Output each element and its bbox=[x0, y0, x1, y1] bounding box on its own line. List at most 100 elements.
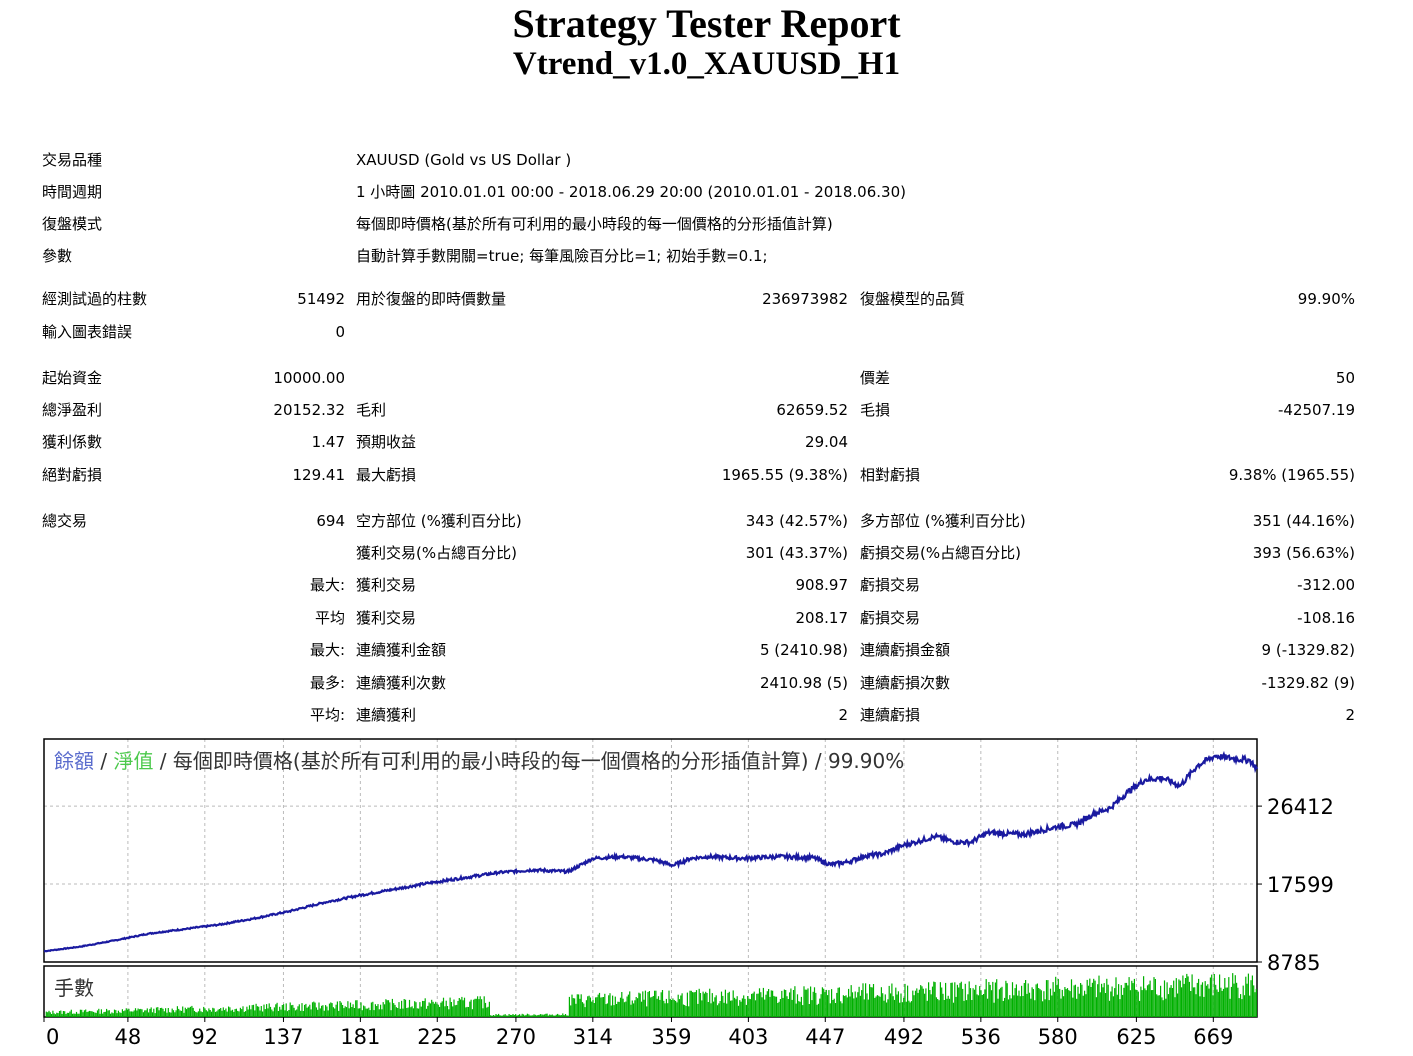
lots-bar bbox=[716, 1005, 719, 1017]
lots-bar bbox=[398, 1002, 400, 1017]
lots-bar bbox=[914, 990, 917, 1017]
lots-bar bbox=[1204, 981, 1206, 1017]
lots-bar bbox=[74, 1013, 76, 1017]
lots-bar bbox=[1076, 998, 1078, 1017]
lots-bar bbox=[477, 996, 479, 1017]
lots-bar bbox=[124, 1010, 126, 1017]
lots-bar bbox=[1200, 984, 1202, 1017]
lots-bar bbox=[247, 1009, 249, 1017]
lots-bar bbox=[888, 985, 890, 1017]
lots-bar bbox=[605, 1004, 607, 1017]
lots-bar bbox=[1191, 974, 1193, 1017]
lots-bar bbox=[280, 1009, 282, 1017]
lots-bar bbox=[1103, 983, 1105, 1017]
lots-bar bbox=[368, 1007, 370, 1017]
lots-bar bbox=[1128, 977, 1130, 1017]
lots-bar bbox=[532, 1015, 534, 1017]
lots-bar bbox=[975, 984, 977, 1017]
lots-bar bbox=[950, 982, 952, 1017]
lots-bar bbox=[1156, 994, 1158, 1017]
lots-bar bbox=[137, 1008, 139, 1017]
lots-bar bbox=[512, 1014, 514, 1017]
lots-bar bbox=[922, 988, 924, 1017]
lots-bar bbox=[1026, 993, 1028, 1017]
lots-bar bbox=[268, 1003, 270, 1017]
lots-bar bbox=[813, 987, 816, 1017]
lots-bar bbox=[366, 1008, 369, 1017]
lots-bar bbox=[910, 1001, 913, 1017]
lots-bar bbox=[256, 1006, 258, 1017]
lots-bar bbox=[1070, 979, 1073, 1017]
lots-bar bbox=[90, 1011, 92, 1017]
lots-bar bbox=[1112, 996, 1114, 1017]
lots-bar bbox=[732, 990, 734, 1017]
lots-bar bbox=[401, 1000, 403, 1017]
lots-bar bbox=[267, 1008, 269, 1017]
lots-bar bbox=[201, 1012, 203, 1017]
lots-bar bbox=[1040, 990, 1042, 1017]
lots-bar bbox=[1001, 986, 1003, 1017]
lots-bar bbox=[963, 1000, 965, 1017]
lots-bar bbox=[525, 1014, 527, 1017]
lots-bar bbox=[1129, 990, 1131, 1017]
lots-bar bbox=[541, 1014, 543, 1017]
lots-bar bbox=[1069, 991, 1071, 1017]
lots-bar bbox=[890, 993, 892, 1017]
lots-bar bbox=[584, 1007, 586, 1017]
lots-bar bbox=[108, 1010, 110, 1017]
lots-bar bbox=[734, 997, 736, 1017]
lots-bar bbox=[567, 1015, 569, 1017]
lots-bar bbox=[58, 1011, 61, 1017]
lots-bar bbox=[457, 1001, 459, 1017]
lots-bar bbox=[235, 1008, 237, 1017]
lots-bar bbox=[827, 995, 829, 1017]
lots-bar bbox=[786, 996, 788, 1017]
lots-bar bbox=[990, 990, 993, 1017]
lots-bar bbox=[787, 999, 789, 1017]
lots-bar bbox=[415, 1002, 417, 1017]
lots-bar bbox=[208, 1008, 210, 1017]
lots-bar bbox=[77, 1013, 79, 1017]
lots-bar bbox=[973, 989, 976, 1017]
lots-bar bbox=[412, 1008, 414, 1017]
report-title: Strategy Tester Report bbox=[512, 1, 901, 46]
lots-bar bbox=[1220, 987, 1222, 1017]
lots-bar bbox=[416, 1008, 418, 1017]
lots-bar bbox=[903, 997, 905, 1017]
lots-bar bbox=[553, 1015, 555, 1017]
x-tick-label: 536 bbox=[961, 1025, 1001, 1049]
lots-bar bbox=[470, 999, 472, 1017]
lots-bar bbox=[1056, 985, 1058, 1017]
lots-bar bbox=[971, 1000, 973, 1017]
average-loss-label: 虧損交易 bbox=[860, 609, 921, 627]
lots-bar bbox=[792, 990, 795, 1017]
lots-bar bbox=[762, 987, 764, 1017]
lots-bar bbox=[1188, 981, 1190, 1017]
lots-bar bbox=[892, 996, 894, 1017]
lots-bar bbox=[473, 999, 475, 1017]
lots-bar bbox=[549, 1014, 551, 1017]
profit-trades-value: 301 (43.37%) bbox=[745, 544, 848, 562]
lots-bar bbox=[503, 1014, 505, 1017]
lots-bar bbox=[572, 998, 574, 1017]
lots-bar bbox=[760, 992, 762, 1017]
lots-bar bbox=[661, 990, 664, 1017]
relative-drawdown-label: 相對虧損 bbox=[860, 466, 921, 484]
lots-bar bbox=[327, 1010, 329, 1017]
lots-bar bbox=[243, 1011, 245, 1017]
lots-bar bbox=[445, 1000, 447, 1017]
lots-bar bbox=[328, 1003, 331, 1017]
lots-bar bbox=[664, 1003, 666, 1017]
lots-bar bbox=[251, 1005, 253, 1017]
lots-bar bbox=[904, 983, 906, 1017]
lots-bar bbox=[439, 1006, 441, 1017]
lots-bar bbox=[479, 996, 481, 1017]
lots-bar bbox=[1104, 993, 1107, 1017]
lots-bar bbox=[326, 1006, 328, 1017]
lots-bar bbox=[528, 1014, 530, 1017]
x-tick-label: 625 bbox=[1116, 1025, 1156, 1049]
lots-bar bbox=[271, 1009, 273, 1017]
lots-bar bbox=[123, 1011, 125, 1017]
lots-bar bbox=[808, 1004, 810, 1017]
lots-bar bbox=[170, 1012, 172, 1017]
